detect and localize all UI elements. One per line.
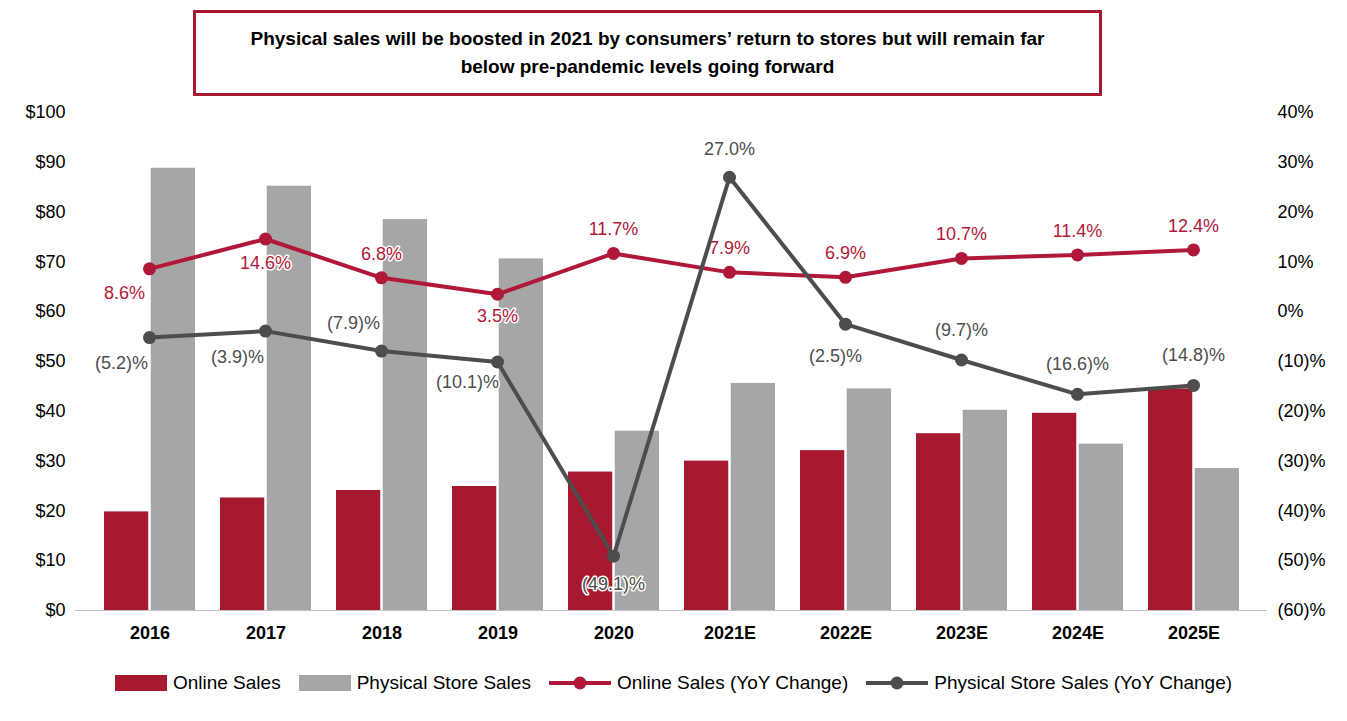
svg-text:$30: $30 (35, 451, 65, 471)
svg-text:2020: 2020 (594, 623, 634, 643)
html-text:Physical Store Sales (YoY Chan: Physical Store Sales (YoY Change) (934, 672, 1233, 693)
svg-text:11.7%: 11.7% (589, 219, 639, 239)
svg-text:2024E: 2024E (1052, 623, 1104, 643)
svg-text:40%: 40% (1278, 102, 1314, 122)
svg-text:$80: $80 (35, 202, 65, 222)
svg-text:8.6%: 8.6% (104, 283, 145, 303)
svg-text:6.8%: 6.8% (361, 244, 402, 264)
svg-text:(14.8)%: (14.8)% (1162, 345, 1225, 365)
svg-text:6.9%: 6.9% (825, 243, 866, 263)
html-text:Physical sales will be boosted: Physical sales will be boosted in 2021 b… (250, 27, 1045, 77)
svg-text:(60)%: (60)% (1278, 600, 1326, 620)
svg-text:$60: $60 (35, 301, 65, 321)
svg-text:10%: 10% (1278, 252, 1314, 272)
svg-text:2021E: 2021E (704, 623, 756, 643)
svg-text:(10.1)%: (10.1)% (436, 372, 499, 392)
svg-text:10.7%: 10.7% (936, 224, 987, 244)
svg-text:(5.2)%: (5.2)% (95, 353, 148, 373)
svg-text:(40)%: (40)% (1278, 501, 1326, 521)
html-text:Online Sales: Online Sales (172, 672, 281, 693)
svg-text:2025E: 2025E (1168, 623, 1220, 643)
svg-text:$90: $90 (35, 152, 65, 172)
svg-text:$0: $0 (45, 600, 65, 620)
html-text:Online Sales (YoY Change): Online Sales (YoY Change) (616, 672, 849, 693)
svg-text:$100: $100 (25, 102, 65, 122)
svg-text:2017: 2017 (246, 623, 286, 643)
svg-text:$50: $50 (35, 351, 65, 371)
svg-text:27.0%: 27.0% (704, 139, 755, 159)
svg-text:2023E: 2023E (936, 623, 988, 643)
svg-text:(7.9)%: (7.9)% (327, 313, 380, 333)
svg-text:(50)%: (50)% (1278, 550, 1326, 570)
svg-text:2018: 2018 (362, 623, 402, 643)
svg-text:14.6%: 14.6% (240, 253, 291, 273)
svg-text:$20: $20 (35, 501, 65, 521)
svg-text:2022E: 2022E (820, 623, 872, 643)
svg-text:$40: $40 (35, 401, 65, 421)
svg-text:(10)%: (10)% (1278, 351, 1326, 371)
svg-text:2016: 2016 (130, 623, 170, 643)
svg-text:2019: 2019 (478, 623, 518, 643)
svg-text:(2.5)%: (2.5)% (809, 346, 862, 366)
svg-text:20%: 20% (1278, 202, 1314, 222)
svg-text:7.9%: 7.9% (709, 238, 750, 258)
svg-text:(49.1)%: (49.1)% (582, 574, 645, 594)
svg-text:$10: $10 (35, 550, 65, 570)
svg-text:0%: 0% (1278, 301, 1304, 321)
svg-text:(20)%: (20)% (1278, 401, 1326, 421)
svg-text:$70: $70 (35, 252, 65, 272)
svg-text:30%: 30% (1278, 152, 1314, 172)
svg-text:3.5%: 3.5% (477, 306, 518, 326)
svg-text:11.4%: 11.4% (1053, 221, 1103, 241)
svg-text:12.4%: 12.4% (1168, 216, 1219, 236)
html-text:Physical Store Sales: Physical Store Sales (356, 672, 531, 693)
svg-text:(9.7)%: (9.7)% (935, 320, 988, 340)
svg-text:(3.9)%: (3.9)% (211, 347, 264, 367)
svg-text:(30)%: (30)% (1278, 451, 1326, 471)
svg-text:(16.6)%: (16.6)% (1046, 354, 1109, 374)
